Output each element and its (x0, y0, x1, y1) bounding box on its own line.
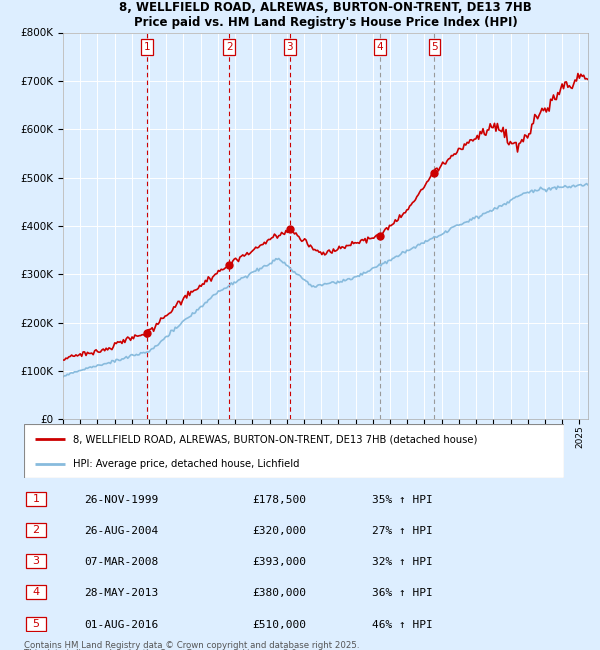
Text: 32% ↑ HPI: 32% ↑ HPI (372, 557, 433, 567)
Text: 8, WELLFIELD ROAD, ALREWAS, BURTON-ON-TRENT, DE13 7HB (detached house): 8, WELLFIELD ROAD, ALREWAS, BURTON-ON-TR… (73, 434, 477, 445)
Text: 2: 2 (32, 525, 40, 535)
Text: £510,000: £510,000 (252, 619, 306, 629)
Text: 3: 3 (287, 42, 293, 52)
Text: 1: 1 (144, 42, 151, 52)
Title: 8, WELLFIELD ROAD, ALREWAS, BURTON-ON-TRENT, DE13 7HB
Price paid vs. HM Land Reg: 8, WELLFIELD ROAD, ALREWAS, BURTON-ON-TR… (119, 1, 532, 29)
Text: 4: 4 (376, 42, 383, 52)
FancyBboxPatch shape (26, 616, 46, 630)
Text: 36% ↑ HPI: 36% ↑ HPI (372, 588, 433, 598)
Text: £320,000: £320,000 (252, 526, 306, 536)
Text: 3: 3 (32, 556, 40, 566)
Text: £380,000: £380,000 (252, 588, 306, 598)
Text: 5: 5 (431, 42, 438, 52)
Text: 26-AUG-2004: 26-AUG-2004 (84, 526, 158, 536)
FancyBboxPatch shape (26, 585, 46, 599)
Text: 01-AUG-2016: 01-AUG-2016 (84, 619, 158, 629)
Text: 2: 2 (226, 42, 232, 52)
Text: 26-NOV-1999: 26-NOV-1999 (84, 495, 158, 504)
FancyBboxPatch shape (26, 491, 46, 506)
Text: Contains HM Land Registry data © Crown copyright and database right 2025.: Contains HM Land Registry data © Crown c… (24, 641, 359, 650)
Text: 28-MAY-2013: 28-MAY-2013 (84, 588, 158, 598)
Text: 4: 4 (32, 588, 40, 597)
FancyBboxPatch shape (26, 554, 46, 568)
Text: 07-MAR-2008: 07-MAR-2008 (84, 557, 158, 567)
FancyBboxPatch shape (26, 523, 46, 537)
Text: 46% ↑ HPI: 46% ↑ HPI (372, 619, 433, 629)
Text: 5: 5 (32, 619, 40, 629)
Text: 35% ↑ HPI: 35% ↑ HPI (372, 495, 433, 504)
Text: This data is licensed under the Open Government Licence v3.0.: This data is licensed under the Open Gov… (24, 649, 299, 650)
Text: 27% ↑ HPI: 27% ↑ HPI (372, 526, 433, 536)
FancyBboxPatch shape (24, 424, 564, 478)
Text: 1: 1 (32, 494, 40, 504)
Text: £178,500: £178,500 (252, 495, 306, 504)
Text: HPI: Average price, detached house, Lichfield: HPI: Average price, detached house, Lich… (73, 460, 299, 469)
Text: £393,000: £393,000 (252, 557, 306, 567)
